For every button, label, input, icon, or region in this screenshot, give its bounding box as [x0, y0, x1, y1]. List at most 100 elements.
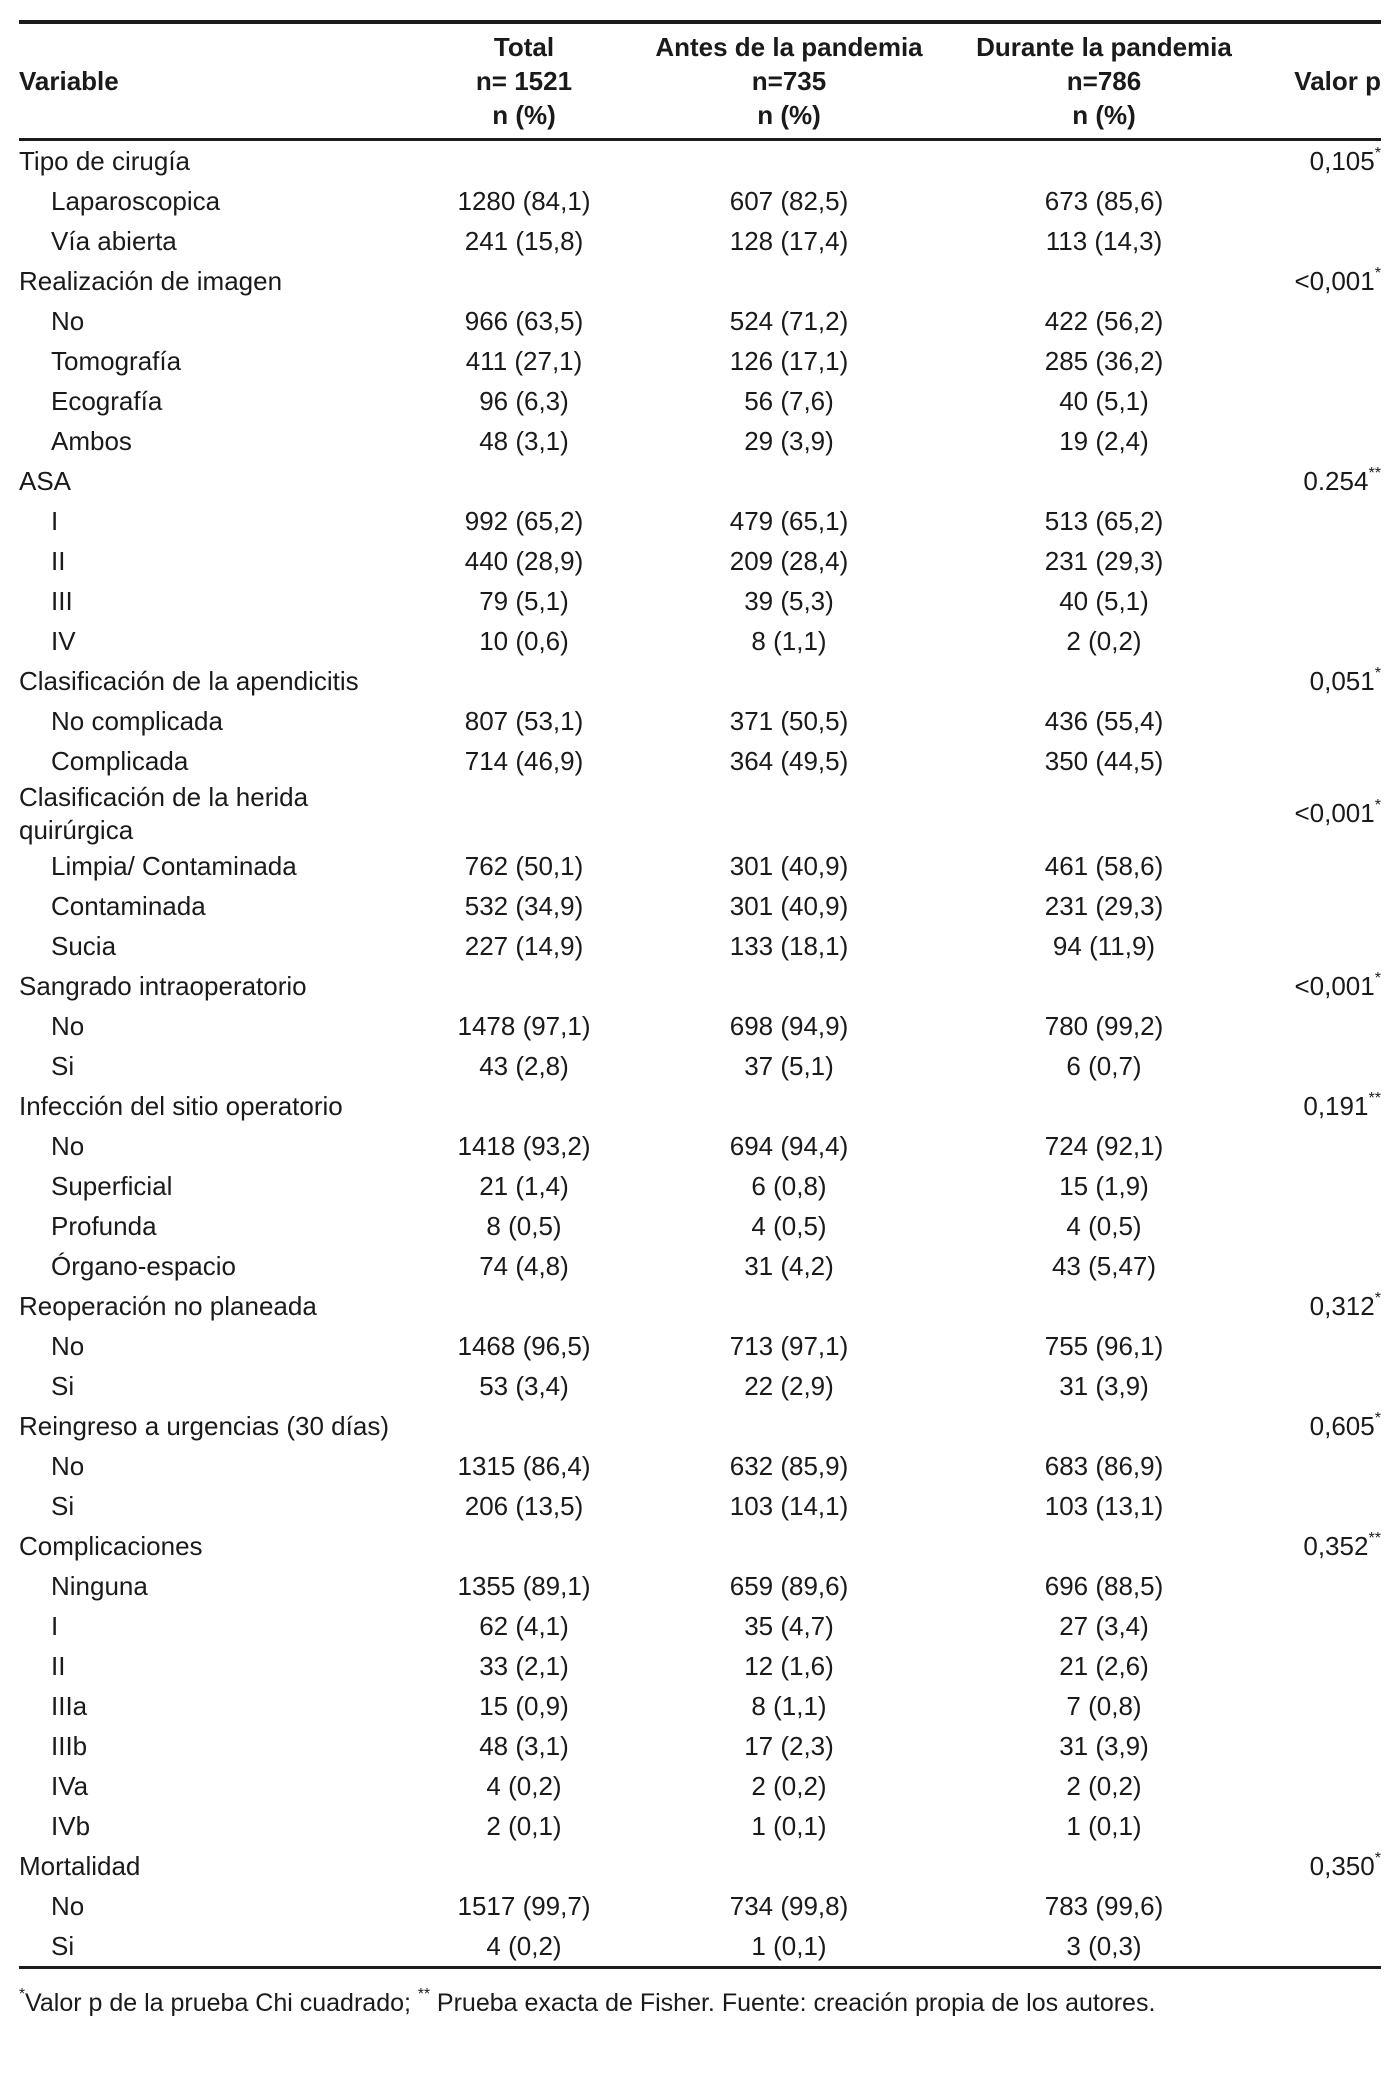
pvalue-cell	[1259, 1806, 1381, 1846]
pvalue-cell	[1259, 1926, 1381, 1968]
variable-cell: II	[51, 545, 66, 576]
footnote: *Valor p de la prueba Chi cuadrado; ** P…	[19, 1987, 1381, 2018]
durante-cell	[949, 781, 1259, 846]
antes-cell: 8 (1,1)	[751, 625, 827, 656]
variable-cell: No	[51, 1130, 85, 1161]
variable-cell: II	[51, 1650, 66, 1681]
header-row: Variable Total n= 1521 n (%) Antes de la…	[19, 22, 1381, 141]
antes-cell: 39 (5,3)	[744, 585, 834, 616]
total-cell: 15 (0,9)	[479, 1690, 569, 1721]
data-row: Ninguna 1355 (89,1) 659 (89,6) 696 (88,5)	[19, 1566, 1381, 1606]
data-row: No 1517 (99,7) 734 (99,8) 783 (99,6)	[19, 1886, 1381, 1926]
data-row: II 440 (28,9) 209 (28,4) 231 (29,3)	[19, 541, 1381, 581]
total-cell: 33 (2,1)	[479, 1650, 569, 1681]
pvalue-superscript: *	[1374, 968, 1381, 987]
variable-cell: ASA	[19, 465, 72, 496]
pvalue-cell	[1259, 926, 1381, 966]
data-row: Tomografía 411 (27,1) 126 (17,1) 285 (36,2)	[19, 341, 1381, 381]
antes-cell: 479 (65,1)	[729, 505, 849, 536]
durante-cell: 7 (0,8)	[1066, 1690, 1142, 1721]
data-row: I 992 (65,2) 479 (65,1) 513 (65,2)	[19, 501, 1381, 541]
total-cell	[419, 1086, 629, 1126]
pvalue-cell	[1259, 1206, 1381, 1246]
pvalue-cell: 0,605*	[1309, 1408, 1381, 1441]
pvalue-superscript: *	[1374, 143, 1381, 162]
variable-cell: IIIa	[51, 1690, 88, 1721]
data-row: III 79 (5,1) 39 (5,3) 40 (5,1)	[19, 581, 1381, 621]
pvalue-cell: <0,001*	[1294, 796, 1381, 829]
durante-cell: 780 (99,2)	[1044, 1010, 1164, 1041]
pvalue-cell	[1259, 1166, 1381, 1206]
footnote-text-chi: Valor p de la prueba Chi cuadrado;	[25, 1989, 418, 2017]
antes-cell: 301 (40,9)	[729, 890, 849, 921]
antes-cell: 8 (1,1)	[751, 1690, 827, 1721]
durante-cell: 285 (36,2)	[1044, 345, 1164, 376]
header-durante-line2: n=786	[1066, 66, 1142, 96]
pvalue-cell	[1259, 1686, 1381, 1726]
variable-cell: Infección del sitio operatorio	[19, 1090, 343, 1121]
antes-cell: 364 (49,5)	[729, 745, 849, 776]
antes-cell: 17 (2,3)	[744, 1730, 834, 1761]
variable-cell: Realización de imagen	[19, 265, 283, 296]
header-variable: Variable	[19, 22, 419, 141]
pvalue-cell	[1259, 1566, 1381, 1606]
total-cell	[419, 1526, 629, 1566]
antes-cell	[629, 461, 949, 501]
durante-cell: 513 (65,2)	[1044, 505, 1164, 536]
variable-cell: Superficial	[51, 1170, 173, 1201]
total-cell	[419, 461, 629, 501]
header-total-line3: n (%)	[492, 100, 556, 130]
total-cell: 992 (65,2)	[464, 505, 584, 536]
pvalue-cell	[1259, 541, 1381, 581]
data-row: Complicada 714 (46,9) 364 (49,5) 350 (44,5)	[19, 741, 1381, 781]
durante-cell: 436 (55,4)	[1044, 705, 1164, 736]
pvalue-cell	[1259, 581, 1381, 621]
pvalue-cell: 0,350*	[1309, 1848, 1381, 1881]
total-cell: 96 (6,3)	[479, 385, 569, 416]
footnote-text-fisher: Prueba exacta de Fisher. Fuente: creació…	[429, 1989, 1156, 2017]
variable-cell: Si	[51, 1490, 75, 1521]
total-cell	[419, 261, 629, 301]
antes-cell: 694 (94,4)	[729, 1130, 849, 1161]
variable-cell: Reingreso a urgencias (30 días)	[19, 1410, 389, 1441]
header-antes-line2: n=735	[751, 66, 827, 96]
variable-cell: Mortalidad	[19, 1850, 141, 1881]
durante-cell: 783 (99,6)	[1044, 1890, 1164, 1921]
data-row: Órgano-espacio 74 (4,8) 31 (4,2) 43 (5,47)	[19, 1246, 1381, 1286]
antes-cell: 12 (1,6)	[744, 1650, 834, 1681]
header-durante: Durante la pandemia n=786 n (%)	[949, 22, 1259, 141]
antes-cell: 301 (40,9)	[729, 850, 849, 881]
pvalue-cell	[1259, 501, 1381, 541]
antes-cell	[629, 140, 949, 182]
antes-cell	[629, 1406, 949, 1446]
antes-cell: 371 (50,5)	[729, 705, 849, 736]
variable-cell: Si	[51, 1050, 75, 1081]
antes-cell: 56 (7,6)	[744, 385, 834, 416]
section-row: Reingreso a urgencias (30 días) 0,605*	[19, 1406, 1381, 1446]
variable-cell: Laparoscopica	[51, 185, 221, 216]
total-cell: 53 (3,4)	[479, 1370, 569, 1401]
pvalue-cell: 0.254**	[1303, 463, 1381, 496]
total-cell: 48 (3,1)	[479, 425, 569, 456]
antes-cell: 35 (4,7)	[744, 1610, 834, 1641]
data-row: Si 43 (2,8) 37 (5,1) 6 (0,7)	[19, 1046, 1381, 1086]
total-cell: 532 (34,9)	[464, 890, 584, 921]
variable-cell: No	[51, 1450, 85, 1481]
variable-cell: Tomografía	[51, 345, 182, 376]
antes-cell: 659 (89,6)	[729, 1570, 849, 1601]
pvalue-cell	[1259, 1886, 1381, 1926]
variable-cell: Complicaciones	[19, 1530, 203, 1561]
antes-cell: 607 (82,5)	[729, 185, 849, 216]
total-cell: 8 (0,5)	[486, 1210, 562, 1241]
durante-cell	[949, 1526, 1259, 1566]
durante-cell: 113 (14,3)	[1045, 225, 1163, 256]
antes-cell	[629, 781, 949, 846]
variable-cell: Sucia	[51, 930, 117, 961]
antes-cell: 734 (99,8)	[729, 1890, 849, 1921]
data-row: I 62 (4,1) 35 (4,7) 27 (3,4)	[19, 1606, 1381, 1646]
data-row: IV 10 (0,6) 8 (1,1) 2 (0,2)	[19, 621, 1381, 661]
pvalue-cell: 0,105*	[1309, 143, 1381, 176]
pvalue-cell	[1259, 1606, 1381, 1646]
header-antes-line1: Antes de la pandemia	[655, 32, 923, 62]
pvalue-cell: <0,001*	[1294, 968, 1381, 1001]
